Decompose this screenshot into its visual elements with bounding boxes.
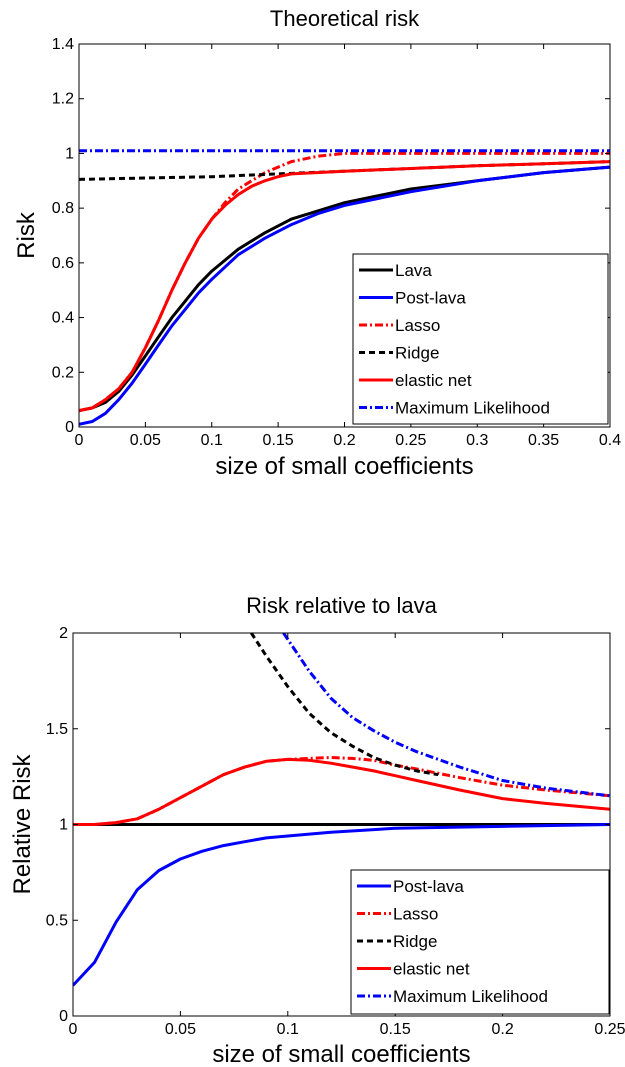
y-tick-label: 0.5: [46, 912, 68, 929]
series-line-maximum-likelihood: [282, 633, 610, 798]
legend-entry: Post-lava: [393, 877, 464, 896]
y-tick-label: 1.4: [52, 36, 74, 53]
x-tick-label: 0.05: [165, 1021, 196, 1038]
x-tick-label: 0.05: [130, 432, 161, 449]
legend-entry: Lasso: [395, 316, 440, 335]
legend: Post-lava Lasso Ridge elastic net Maximum Li…: [350, 869, 610, 1015]
x-tick-label: 0: [75, 432, 84, 449]
legend-entry: elastic net: [395, 371, 472, 390]
series-line-post-lava: [79, 165, 610, 426]
series-line-elastic-net: [79, 160, 610, 413]
x-tick-label: 0.15: [380, 1021, 411, 1038]
x-axis-label: size of small coefficients: [215, 453, 473, 480]
series-line-lava: [79, 165, 610, 413]
legend-entry: Ridge: [395, 344, 439, 363]
series-line-lasso: [73, 756, 610, 826]
x-tick-label: 0.1: [201, 432, 223, 449]
x-tick-label: 0.25: [594, 1021, 625, 1038]
y-tick-label: 0: [59, 1008, 68, 1025]
legend-entry: Maximum Likelihood: [395, 399, 550, 418]
y-tick-label: 2: [59, 625, 68, 642]
plot-area: [79, 149, 610, 426]
chart-2: Risk relative to lava 0 0.05 0.1 0.15 0.2 0.25…: [9, 593, 625, 1067]
x-tick-label: 0.35: [528, 432, 559, 449]
legend-entry: elastic net: [393, 960, 470, 979]
x-tick-label: 0.4: [599, 432, 621, 449]
series-line-ridge: [250, 633, 439, 777]
y-tick-label: 0: [65, 419, 74, 436]
legend-entry: Lava: [395, 261, 432, 280]
series-line-post-lava: [73, 823, 610, 987]
chart-1: Theoretical risk 0 0.05 0.1 0.15 0.2 0.25 0.3 0.…: [13, 6, 621, 480]
y-tick-label: 0.6: [52, 255, 74, 272]
plot-area: [73, 633, 610, 987]
y-tick-label: 1.2: [52, 91, 74, 108]
x-tick-label: 0.2: [491, 1021, 513, 1038]
x-tick-label: 0.1: [277, 1021, 299, 1038]
x-tick-label: 0.2: [333, 432, 355, 449]
y-tick-label: 0.4: [52, 310, 74, 327]
legend-entry: Ridge: [393, 932, 437, 951]
series-line-elastic-net: [73, 757, 610, 826]
legend: Lava Post-lava Lasso Ridge elastic net Maximu…: [352, 253, 609, 425]
x-tick-label: 0: [69, 1021, 78, 1038]
y-tick-label: 1.5: [46, 721, 68, 738]
chart-title: Theoretical risk: [270, 6, 420, 31]
y-axis-label: Relative Risk: [9, 753, 36, 894]
y-tick-label: 1: [65, 145, 74, 162]
x-tick-label: 0.15: [263, 432, 294, 449]
y-tick-label: 0.8: [52, 200, 74, 217]
legend-entry: Post-lava: [395, 289, 466, 308]
x-tick-label: 0.3: [466, 432, 488, 449]
y-tick-label: 0.2: [52, 364, 74, 381]
y-tick-label: 1: [59, 817, 68, 834]
legend-box: [352, 253, 609, 425]
legend-box: [350, 869, 610, 1015]
legend-entry: Maximum Likelihood: [393, 987, 548, 1006]
x-tick-label: 0.25: [395, 432, 426, 449]
chart-title: Risk relative to lava: [246, 593, 438, 618]
x-axis-label: size of small coefficients: [212, 1041, 470, 1067]
legend-entry: Lasso: [393, 905, 438, 924]
y-axis-label: Risk: [13, 211, 40, 259]
